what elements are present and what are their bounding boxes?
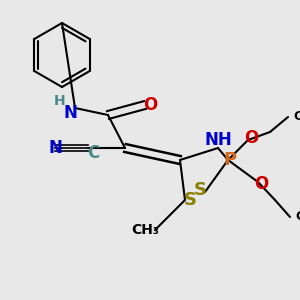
Text: CH₃: CH₃: [131, 223, 159, 237]
Text: P: P: [224, 151, 237, 169]
Text: CH₂CH₃: CH₂CH₃: [295, 211, 300, 224]
Text: N: N: [48, 139, 62, 157]
Text: H: H: [54, 94, 66, 108]
Text: O: O: [254, 175, 268, 193]
Text: CH₂CH₃: CH₂CH₃: [293, 110, 300, 124]
Text: S: S: [194, 181, 206, 199]
Text: S: S: [184, 191, 196, 209]
Text: C: C: [87, 144, 99, 162]
Text: N: N: [63, 104, 77, 122]
Text: O: O: [143, 96, 157, 114]
Text: NH: NH: [204, 131, 232, 149]
Text: O: O: [244, 129, 258, 147]
